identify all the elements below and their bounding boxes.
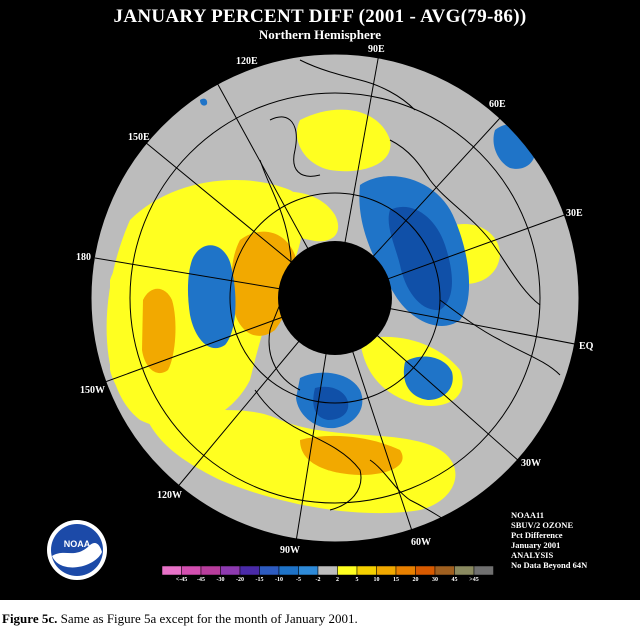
lon-label: 90E bbox=[368, 44, 385, 55]
polar-map: 120E 90E 60E 150E 30E 180 EQ 150W 30W 12… bbox=[47, 44, 594, 583]
legend-label: -45 bbox=[197, 577, 205, 583]
legend-swatch bbox=[239, 565, 260, 576]
info-line: No Data Beyond 64N bbox=[511, 560, 588, 570]
legend-label: -15 bbox=[256, 577, 264, 583]
caption-label: Figure 5c. bbox=[2, 611, 58, 626]
legend-swatch bbox=[220, 565, 241, 576]
legend-swatch bbox=[200, 565, 221, 576]
legend-bar bbox=[161, 565, 494, 576]
yellow-region-ring bbox=[255, 191, 339, 242]
lon-label: 120E bbox=[236, 56, 258, 67]
legend-label: -2 bbox=[316, 577, 321, 583]
legend-label: 10 bbox=[374, 577, 380, 583]
legend-swatch bbox=[317, 565, 338, 576]
map-title: JANUARY PERCENT DIFF (2001 - AVG(79-86)) bbox=[113, 6, 527, 27]
legend-swatch bbox=[473, 565, 494, 576]
lon-label: 150W bbox=[80, 385, 105, 396]
lon-label: 180 bbox=[76, 252, 91, 263]
legend-label: -20 bbox=[236, 577, 244, 583]
noaa-logo-icon: NOAA bbox=[47, 520, 107, 580]
info-line: Pct Difference bbox=[511, 530, 563, 540]
legend-label: 20 bbox=[413, 577, 419, 583]
legend-label: 30 bbox=[432, 577, 438, 583]
legend-label: 15 bbox=[393, 577, 399, 583]
legend-swatch bbox=[454, 565, 475, 576]
longitude-labels: 120E 90E 60E 150E 30E 180 EQ 150W 30W 12… bbox=[76, 44, 594, 556]
legend-swatch bbox=[278, 565, 299, 576]
info-line: SBUV/2 OZONE bbox=[511, 520, 574, 530]
legend-swatch bbox=[395, 565, 416, 576]
yellow-region-south bbox=[140, 400, 456, 514]
legend-label: 2 bbox=[336, 577, 339, 583]
legend-swatch bbox=[161, 565, 182, 576]
lon-label: 150E bbox=[128, 132, 150, 143]
map-subtitle: Northern Hemisphere bbox=[258, 27, 382, 42]
legend-label: 5 bbox=[356, 577, 359, 583]
blue-spot-nw bbox=[200, 98, 208, 106]
legend-swatch bbox=[181, 565, 202, 576]
lon-label: 30W bbox=[521, 458, 541, 469]
legend-label: <-45 bbox=[176, 577, 187, 583]
caption-text: Same as Figure 5a except for the month o… bbox=[57, 611, 358, 626]
noaa-logo-text: NOAA bbox=[64, 539, 91, 549]
blue-region-pacific bbox=[187, 245, 236, 349]
info-line: ANALYSIS bbox=[511, 550, 554, 560]
info-line: NOAA11 bbox=[511, 510, 545, 520]
legend-swatch bbox=[337, 565, 358, 576]
lon-label: 120W bbox=[157, 490, 182, 501]
legend-label: -30 bbox=[217, 577, 225, 583]
legend-swatch bbox=[434, 565, 455, 576]
lon-label: 60W bbox=[411, 537, 431, 548]
lon-label: 60E bbox=[489, 99, 506, 110]
polar-no-data-hole bbox=[278, 241, 392, 355]
legend-swatch bbox=[415, 565, 436, 576]
legend-labels: <-45 -45 -30 -20 -15 -10 -5 -2 2 5 10 15 20 30 45 >45 bbox=[176, 577, 479, 583]
legend-swatch bbox=[356, 565, 377, 576]
legend-swatch bbox=[376, 565, 397, 576]
legend-swatch bbox=[259, 565, 280, 576]
blue-region-atlantic bbox=[403, 356, 453, 400]
legend-label: -5 bbox=[296, 577, 301, 583]
dark-blue-region-asia bbox=[388, 206, 452, 311]
yellow-region-north bbox=[296, 109, 391, 172]
orange-region-west bbox=[142, 288, 176, 374]
lon-label: EQ bbox=[579, 341, 594, 352]
map-figure: 120E 90E 60E 150E 30E 180 EQ 150W 30W 12… bbox=[0, 0, 640, 600]
figure-caption: Figure 5c. Same as Figure 5a except for … bbox=[2, 611, 358, 627]
legend-label: -10 bbox=[275, 577, 283, 583]
legend-swatch bbox=[298, 565, 319, 576]
legend-label: >45 bbox=[469, 577, 478, 583]
legend-label: 45 bbox=[452, 577, 458, 583]
lon-label: 30E bbox=[566, 208, 583, 219]
info-line: January 2001 bbox=[511, 540, 561, 550]
lon-label: 90W bbox=[280, 545, 300, 556]
